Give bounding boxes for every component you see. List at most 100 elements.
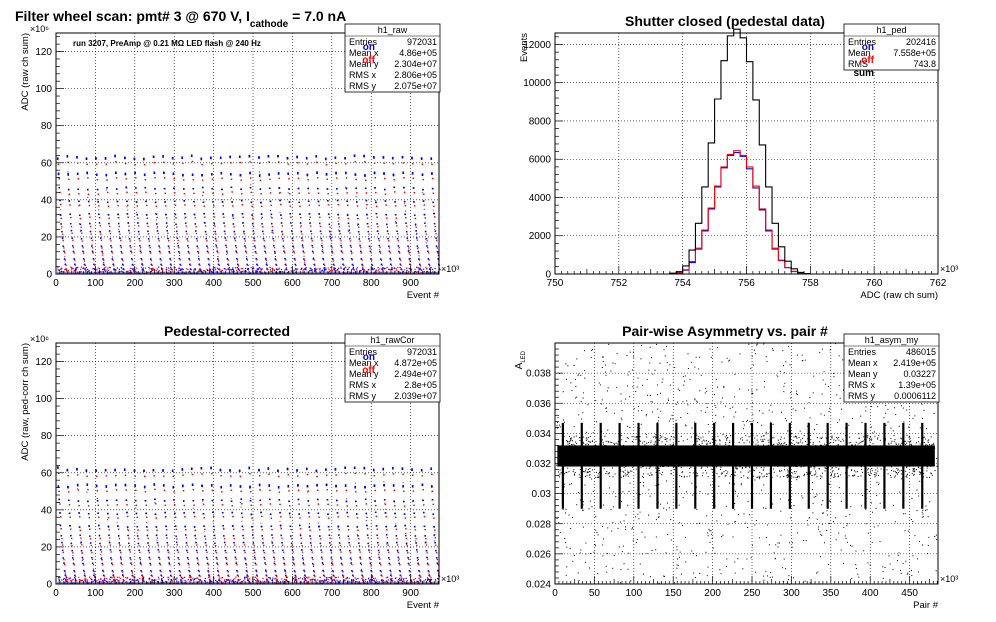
data-point-low (108, 266, 111, 268)
data-point-off (242, 216, 244, 218)
data-point-low (57, 269, 59, 271)
data-point-low (309, 270, 311, 272)
data-point-low (58, 578, 60, 580)
x-tick-label: 752 (610, 278, 627, 289)
data-point-off (131, 259, 134, 261)
data-point-trail (164, 199, 166, 201)
data-point-off (211, 473, 213, 475)
data-point-trail (65, 576, 67, 578)
data-point-off (367, 217, 369, 219)
data-point-low (153, 268, 155, 270)
data-point-on (216, 562, 218, 564)
data-point-off (92, 564, 95, 566)
data-point-low (426, 270, 429, 273)
data-point-off (58, 178, 61, 180)
data-point-low (96, 580, 98, 582)
data-point-on (278, 172, 280, 175)
data-point-off (234, 544, 236, 546)
data-point-trail (91, 243, 93, 245)
data-point-low (355, 268, 358, 270)
data-point-on (136, 526, 139, 528)
data-point-off (348, 225, 350, 227)
data-point-off (171, 579, 173, 582)
data-point-off (125, 178, 127, 180)
data-point-on (359, 245, 361, 247)
data-point-on (368, 245, 371, 247)
data-point-off (269, 178, 271, 181)
data-point-low (368, 268, 370, 271)
y-tick-label: 20 (41, 232, 53, 243)
data-point-on (331, 258, 334, 260)
data-point-off (77, 474, 79, 476)
data-point-off (135, 177, 137, 179)
data-point-on (183, 200, 186, 202)
data-point-off (108, 529, 110, 531)
data-point-on (240, 188, 242, 190)
data-point-on (412, 172, 414, 175)
data-point-off (61, 226, 63, 228)
data-point-off (64, 252, 66, 254)
data-point-on (121, 258, 123, 260)
data-point-on (126, 213, 129, 215)
data-point-on (126, 200, 128, 203)
data-point-on (80, 541, 82, 544)
data-point-off (316, 161, 318, 163)
data-point-on (89, 230, 92, 233)
data-point-low (116, 578, 118, 581)
data-point-off (102, 252, 104, 254)
y-axis-title: ADC (raw ch sum) (20, 33, 31, 111)
data-point-on (181, 156, 184, 159)
data-point-on (404, 200, 406, 203)
data-point-on (347, 222, 350, 224)
data-point-on (282, 245, 285, 247)
data-point-off (65, 264, 67, 266)
data-point-off (127, 216, 129, 218)
data-point-off (286, 269, 288, 271)
data-point-low (414, 268, 416, 270)
data-point-off (215, 233, 217, 235)
data-point-low (290, 267, 292, 269)
data-point-off (419, 264, 422, 266)
data-point-off (245, 247, 247, 249)
data-point-trail (209, 266, 211, 268)
data-point-on (365, 199, 368, 202)
data-point-off (271, 225, 274, 228)
data-point-on (72, 562, 75, 565)
data-point-on (174, 213, 177, 216)
data-point-off (207, 252, 209, 254)
data-point-off (238, 579, 240, 582)
data-point-on (167, 556, 170, 559)
data-point-off (231, 191, 233, 193)
data-point-on (303, 258, 305, 260)
data-point-off (314, 264, 316, 266)
data-point-low (98, 579, 100, 581)
data-point-on (332, 263, 335, 266)
data-point-on (252, 223, 254, 225)
data-point-off (413, 192, 415, 194)
data-point-off (60, 516, 62, 518)
data-point-off (103, 575, 105, 577)
data-point-low (291, 270, 293, 272)
data-point-on (380, 258, 382, 260)
data-point-off (211, 163, 213, 165)
data-point-low (334, 270, 336, 272)
data-point-on (176, 230, 178, 233)
data-point-on (110, 557, 112, 559)
data-point-off (397, 233, 399, 235)
data-point-trail (194, 534, 196, 536)
data-point-on (338, 223, 340, 225)
data-point-low (175, 269, 178, 271)
data-point-off (74, 259, 76, 261)
data-point-off (185, 225, 188, 227)
data-point-on (200, 157, 203, 161)
data-point-on (107, 214, 110, 216)
data-point-low (144, 267, 147, 269)
data-point-low (184, 579, 186, 582)
data-point-trail (345, 188, 347, 190)
data-point-off (68, 193, 71, 195)
data-point-low (425, 266, 427, 268)
data-point-on (182, 484, 184, 488)
data-point-on (295, 268, 297, 270)
data-point-off (284, 252, 286, 254)
data-point-off (312, 252, 315, 254)
